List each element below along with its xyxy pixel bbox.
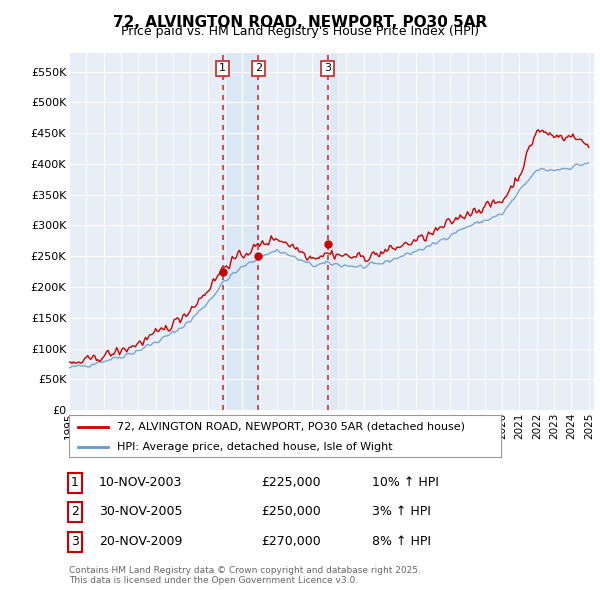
Text: 3% ↑ HPI: 3% ↑ HPI xyxy=(372,505,431,518)
Text: Contains HM Land Registry data © Crown copyright and database right 2025.
This d: Contains HM Land Registry data © Crown c… xyxy=(69,566,421,585)
Text: £225,000: £225,000 xyxy=(261,476,320,489)
Bar xyxy=(326,53,336,410)
Text: 3: 3 xyxy=(324,64,331,74)
Text: 2: 2 xyxy=(71,505,79,518)
Text: 72, ALVINGTON ROAD, NEWPORT, PO30 5AR: 72, ALVINGTON ROAD, NEWPORT, PO30 5AR xyxy=(113,15,487,30)
Text: 1: 1 xyxy=(71,476,79,489)
Text: 72, ALVINGTON ROAD, NEWPORT, PO30 5AR (detached house): 72, ALVINGTON ROAD, NEWPORT, PO30 5AR (d… xyxy=(116,422,464,432)
Text: 10-NOV-2003: 10-NOV-2003 xyxy=(99,476,182,489)
Text: 2: 2 xyxy=(254,64,262,74)
Text: 1: 1 xyxy=(219,64,226,74)
Text: 8% ↑ HPI: 8% ↑ HPI xyxy=(372,535,431,548)
Text: Price paid vs. HM Land Registry's House Price Index (HPI): Price paid vs. HM Land Registry's House … xyxy=(121,25,479,38)
Text: 20-NOV-2009: 20-NOV-2009 xyxy=(99,535,182,548)
Bar xyxy=(223,53,258,410)
Text: HPI: Average price, detached house, Isle of Wight: HPI: Average price, detached house, Isle… xyxy=(116,442,392,451)
Text: 30-NOV-2005: 30-NOV-2005 xyxy=(99,505,182,518)
Text: £270,000: £270,000 xyxy=(261,535,321,548)
Text: 3: 3 xyxy=(71,535,79,548)
Text: £250,000: £250,000 xyxy=(261,505,321,518)
Text: 10% ↑ HPI: 10% ↑ HPI xyxy=(372,476,439,489)
